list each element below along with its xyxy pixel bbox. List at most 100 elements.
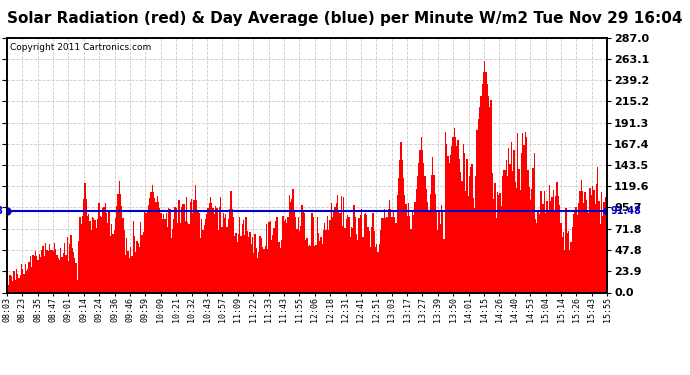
Bar <box>382 218 384 292</box>
Bar <box>104 207 105 292</box>
Bar <box>356 234 357 292</box>
Bar <box>314 246 315 292</box>
Bar <box>446 144 447 292</box>
Bar <box>164 219 166 292</box>
Bar <box>494 183 495 292</box>
Bar <box>61 257 63 292</box>
Bar <box>185 221 186 292</box>
Bar <box>92 217 93 292</box>
Bar <box>108 213 110 292</box>
Bar <box>234 236 235 292</box>
Bar <box>385 218 386 292</box>
Bar <box>49 244 50 292</box>
Bar <box>167 228 168 292</box>
Bar <box>250 244 252 292</box>
Bar <box>287 217 288 292</box>
Bar <box>551 197 553 292</box>
Bar <box>604 196 606 292</box>
Bar <box>450 154 451 292</box>
Bar <box>97 219 98 292</box>
Bar <box>473 198 474 292</box>
Bar <box>339 213 341 292</box>
Bar <box>507 176 509 292</box>
Bar <box>39 254 40 292</box>
Bar <box>172 230 173 292</box>
Bar <box>224 218 225 292</box>
Bar <box>520 189 521 292</box>
Bar <box>223 213 224 292</box>
Bar <box>479 107 480 292</box>
Bar <box>571 227 573 292</box>
Bar <box>13 271 14 292</box>
Bar <box>366 215 367 292</box>
Bar <box>146 212 148 292</box>
Bar <box>296 229 297 292</box>
Bar <box>417 176 418 292</box>
Bar <box>69 244 70 292</box>
Bar <box>261 238 262 292</box>
Bar <box>361 209 362 292</box>
Bar <box>130 247 131 292</box>
Bar <box>465 191 466 292</box>
Bar <box>427 202 428 292</box>
Bar <box>500 207 502 292</box>
Bar <box>139 247 140 292</box>
Bar <box>134 236 135 292</box>
Bar <box>275 221 276 292</box>
Bar <box>550 201 551 292</box>
Bar <box>243 220 244 292</box>
Bar <box>515 182 516 292</box>
Bar <box>232 209 233 292</box>
Bar <box>376 244 377 292</box>
Bar <box>399 160 400 292</box>
Bar <box>489 107 491 292</box>
Bar <box>527 170 529 292</box>
Bar <box>335 203 337 292</box>
Bar <box>393 210 394 292</box>
Bar <box>55 249 57 292</box>
Bar <box>400 142 402 292</box>
Bar <box>548 212 549 292</box>
Bar <box>8 285 10 292</box>
Bar <box>582 192 583 292</box>
Bar <box>323 230 324 292</box>
Bar <box>343 197 344 292</box>
Bar <box>40 257 41 292</box>
Bar <box>90 230 92 292</box>
Bar <box>205 219 206 292</box>
Bar <box>553 190 554 292</box>
Bar <box>362 237 364 292</box>
Bar <box>555 196 556 292</box>
Bar <box>244 235 246 292</box>
Bar <box>332 216 333 292</box>
Bar <box>241 224 243 292</box>
Bar <box>197 211 199 292</box>
Bar <box>457 140 459 292</box>
Bar <box>562 237 563 292</box>
Bar <box>433 176 435 292</box>
Bar <box>166 213 167 292</box>
Bar <box>102 208 103 292</box>
Bar <box>453 128 455 292</box>
Bar <box>22 269 23 292</box>
Bar <box>176 208 177 292</box>
Bar <box>105 202 106 292</box>
Bar <box>257 258 258 292</box>
Bar <box>327 216 328 292</box>
Bar <box>344 228 346 292</box>
Bar <box>606 243 607 292</box>
Bar <box>190 202 191 292</box>
Bar <box>219 207 220 292</box>
Bar <box>328 230 329 292</box>
Bar <box>87 216 88 292</box>
Bar <box>346 219 347 292</box>
Bar <box>169 209 170 292</box>
Bar <box>51 251 52 292</box>
Bar <box>436 212 437 292</box>
Bar <box>268 222 270 292</box>
Bar <box>145 213 146 292</box>
Bar <box>389 200 390 292</box>
Bar <box>117 194 119 292</box>
Bar <box>66 237 68 292</box>
Bar <box>248 237 249 292</box>
